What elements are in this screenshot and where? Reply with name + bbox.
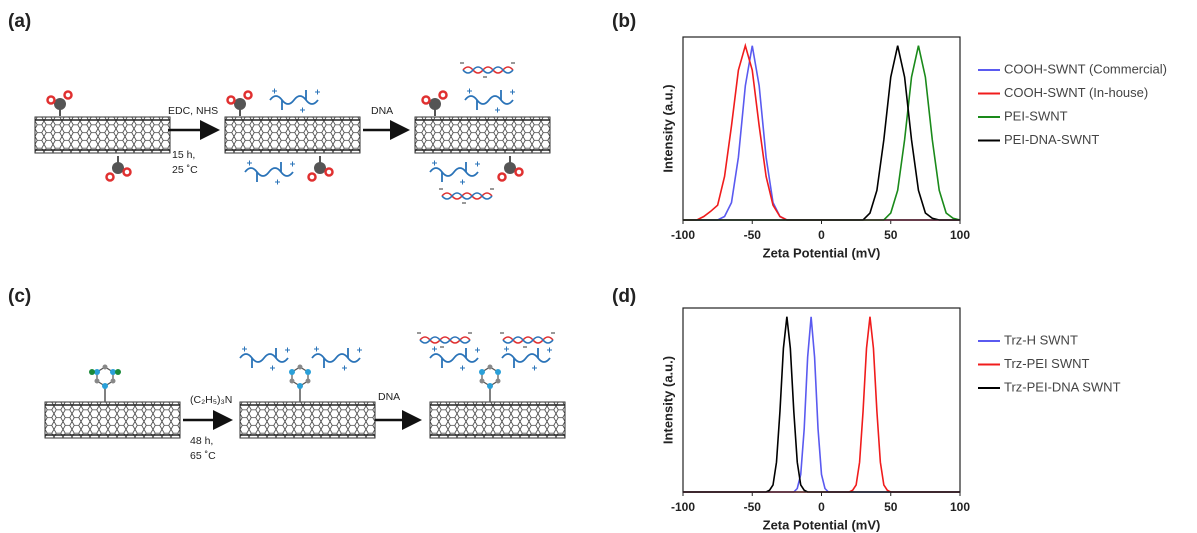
x-tick-label: 50 xyxy=(884,228,898,242)
x-tick-label: -50 xyxy=(744,500,762,514)
data-line xyxy=(683,42,960,221)
legend-label: Trz-H SWNT xyxy=(1004,332,1078,347)
panel-label: (a) xyxy=(8,11,31,32)
y-axis-label: Intensity (a.u.) xyxy=(660,84,675,172)
x-tick-label: 0 xyxy=(818,228,825,242)
plot-frame xyxy=(682,307,961,493)
legend-label: COOH-SWNT (Commercial) xyxy=(1004,61,1167,76)
condition: 65 ˚C xyxy=(190,450,216,462)
x-axis-label: Zeta Potential (mV) xyxy=(763,517,881,532)
condition: 48 h, xyxy=(190,435,213,447)
x-tick-label: 0 xyxy=(818,500,825,514)
scheme-a xyxy=(34,62,551,204)
legend-label: Trz-PEI-DNA SWNT xyxy=(1004,379,1121,394)
reagent: EDC, NHS xyxy=(168,105,218,117)
legend-label: PEI-DNA-SWNT xyxy=(1004,132,1099,147)
data-line xyxy=(683,316,960,493)
x-tick-label: 100 xyxy=(950,228,970,242)
legend-label: Trz-PEI SWNT xyxy=(1004,356,1090,371)
legend-label: COOH-SWNT (In-house) xyxy=(1004,85,1148,100)
x-tick-label: -100 xyxy=(671,500,695,514)
data-line xyxy=(683,45,960,221)
reagent: DNA xyxy=(371,105,393,117)
panel-label: (b) xyxy=(612,11,636,32)
scheme-c xyxy=(44,332,566,439)
x-tick-label: -50 xyxy=(744,228,762,242)
x-tick-label: 100 xyxy=(950,500,970,514)
legend-label: PEI-SWNT xyxy=(1004,108,1068,123)
x-tick-label: 50 xyxy=(884,500,898,514)
y-axis-label: Intensity (a.u.) xyxy=(660,356,675,444)
x-axis-label: Zeta Potential (mV) xyxy=(763,245,881,260)
x-tick-label: -100 xyxy=(671,228,695,242)
data-line xyxy=(683,45,960,221)
data-line xyxy=(683,45,961,221)
condition: 15 h, xyxy=(172,149,195,161)
reagent: (C₂H₅)₃N xyxy=(190,394,232,406)
plot-frame xyxy=(682,36,961,221)
panel-label: (d) xyxy=(612,286,636,307)
condition: 25 ˚C xyxy=(172,164,198,176)
panel-label: (c) xyxy=(8,286,31,307)
reagent: DNA xyxy=(378,391,400,403)
